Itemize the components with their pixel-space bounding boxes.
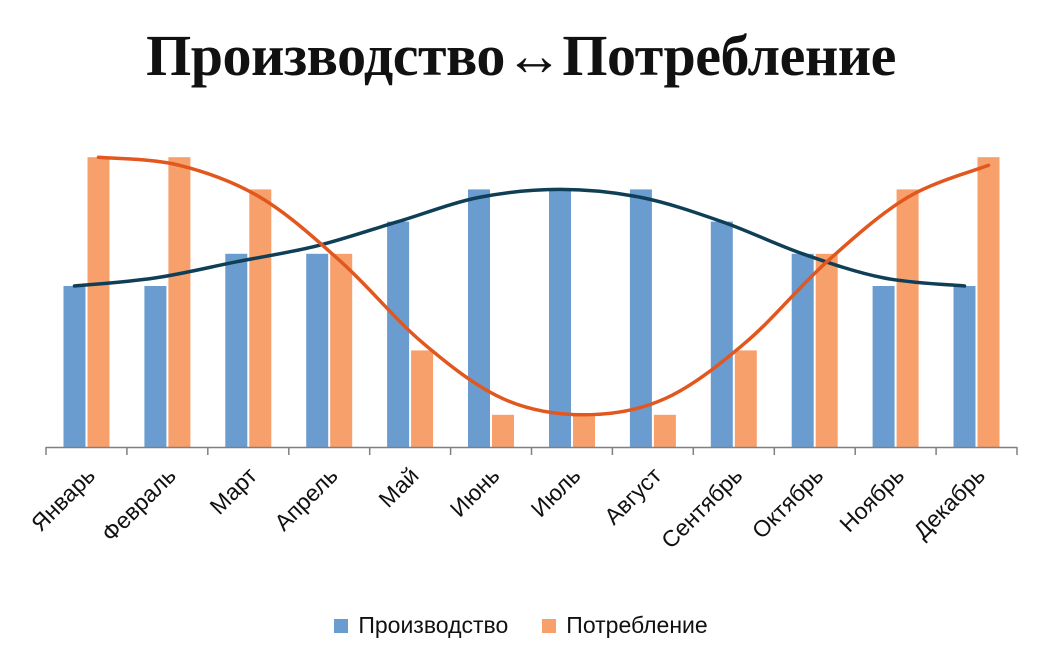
bar-consumption-7 bbox=[653, 414, 676, 447]
bar-production-4 bbox=[387, 221, 410, 447]
bar-production-3 bbox=[306, 253, 329, 447]
legend-item-production: Производство bbox=[334, 612, 508, 639]
trendline-production bbox=[72, 187, 967, 288]
x-tick-label: Февраль bbox=[96, 462, 180, 546]
x-axis bbox=[45, 446, 1018, 455]
legend-swatch-production bbox=[334, 618, 349, 633]
bar-consumption-11 bbox=[977, 157, 1000, 447]
bar-consumption-1 bbox=[168, 157, 191, 447]
bar-production-11 bbox=[953, 286, 976, 447]
legend-label-consumption: Потребление bbox=[566, 612, 708, 638]
x-tick-label: Апрель bbox=[269, 462, 343, 536]
bar-consumption-3 bbox=[330, 253, 353, 447]
x-tick-label: Декабрь bbox=[908, 462, 990, 544]
bar-production-8 bbox=[710, 221, 733, 447]
x-tick-label: Сентябрь bbox=[656, 462, 747, 553]
legend-label-production: Производство bbox=[358, 612, 509, 638]
bar-consumption-2 bbox=[249, 189, 272, 447]
x-tick-label: Ноябрь bbox=[834, 462, 909, 537]
x-tick-label: Март bbox=[205, 462, 263, 520]
legend: Производство Потребление bbox=[0, 612, 1042, 639]
x-tick-label: Январь bbox=[26, 462, 100, 536]
bar-production-5 bbox=[468, 189, 490, 447]
x-tick-label: Август bbox=[599, 462, 667, 530]
legend-item-consumption: Потребление bbox=[542, 612, 708, 639]
bar-production-9 bbox=[791, 253, 814, 447]
bar-production-1 bbox=[144, 286, 167, 447]
bar-consumption-6 bbox=[573, 414, 595, 447]
trendlines-layer bbox=[72, 155, 991, 417]
bar-production-0 bbox=[63, 286, 86, 447]
bar-consumption-8 bbox=[734, 350, 757, 447]
legend-swatch-consumption bbox=[542, 618, 557, 633]
x-tick-label: Июль bbox=[526, 462, 586, 522]
bar-consumption-9 bbox=[815, 253, 838, 447]
x-tick-label: Май bbox=[373, 462, 423, 512]
bar-production-2 bbox=[225, 253, 248, 447]
trendline-consumption bbox=[96, 155, 991, 417]
x-tick-label: Июнь bbox=[445, 462, 505, 522]
bar-production-10 bbox=[872, 286, 895, 447]
x-tick-label: Октябрь bbox=[747, 462, 828, 543]
bar-consumption-5 bbox=[492, 414, 514, 447]
bar-production-6 bbox=[549, 189, 571, 447]
bar-consumption-10 bbox=[896, 189, 919, 447]
bar-consumption-0 bbox=[87, 157, 110, 447]
bar-consumption-4 bbox=[411, 350, 434, 447]
bars-layer bbox=[63, 157, 1000, 447]
chart-title: Производство↔Потребление bbox=[146, 23, 896, 88]
bar-production-7 bbox=[629, 189, 652, 447]
